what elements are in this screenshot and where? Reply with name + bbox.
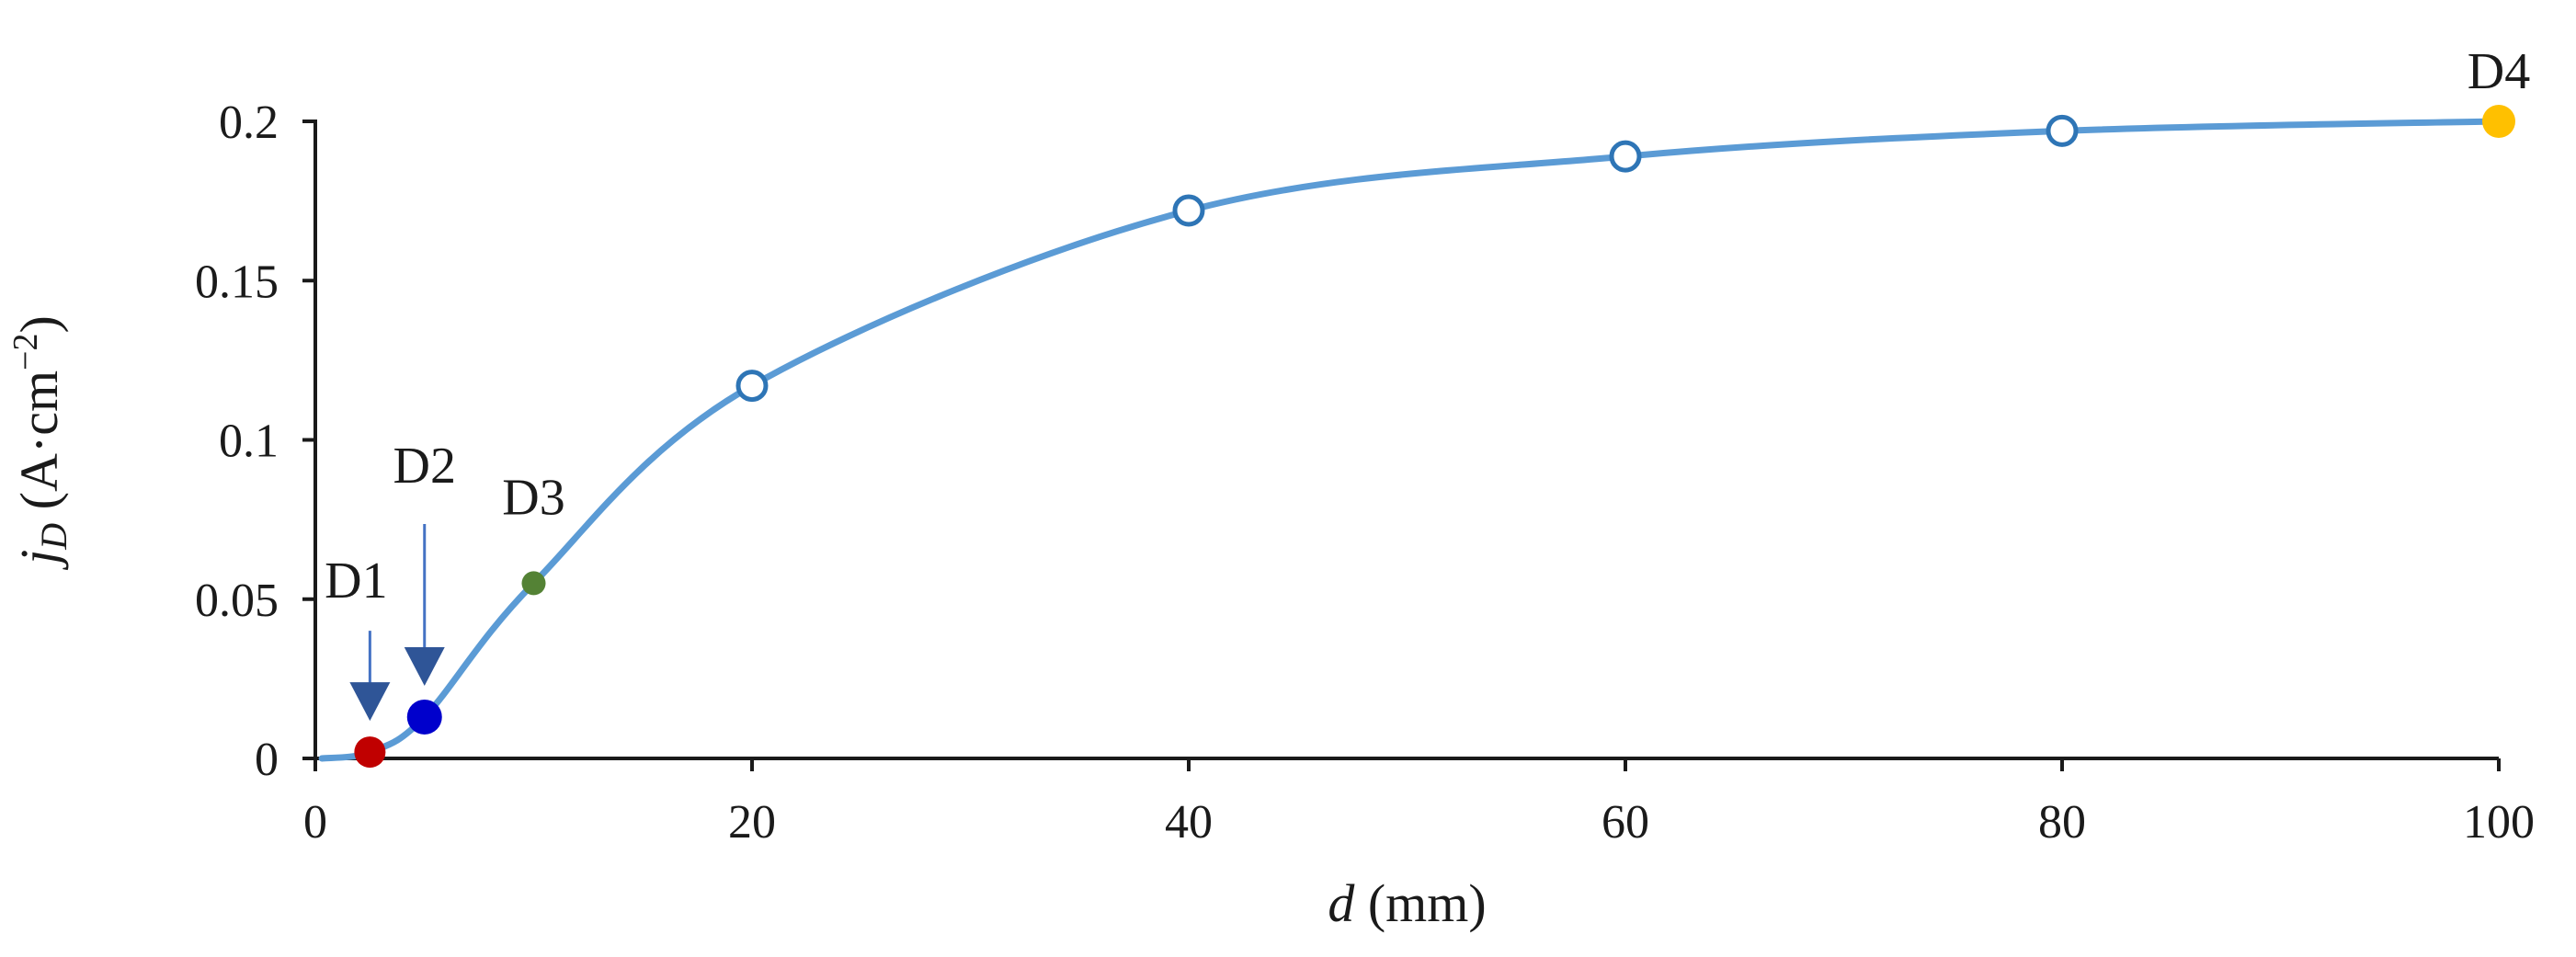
y-axis-title: jD (A·cm−2) [6,315,74,571]
y-tick-label: 0.1 [219,416,279,468]
x-tick-label: 100 [2463,796,2535,849]
markers [354,105,2515,769]
y-tick-label: 0.15 [195,256,279,308]
data-point-d1 [354,736,386,769]
x-tick-label: 40 [1165,796,1213,849]
series-line [318,118,2502,762]
annotations: D1 D2 D3 D4 [325,43,2530,722]
y-axis-title-unit-sup: −2 [6,334,45,370]
y-tick-label: 0 [255,734,279,786]
data-point-d2 [406,699,442,735]
data-point-open [1609,140,1642,173]
y-tick-label: 0.2 [219,97,279,149]
y-tick-label: 0.05 [195,575,279,627]
y-axis-title-sub: D [33,523,74,551]
data-point-open [2046,114,2079,147]
y-ticks: 0 0.05 0.1 0.15 0.2 [195,97,315,786]
x-axis-title-var: d [1328,873,1355,933]
axes [313,120,2499,760]
x-ticks: 0 20 40 60 80 100 [303,758,2535,849]
x-tick-label: 60 [1601,796,1649,849]
x-tick-label: 0 [303,796,327,849]
data-point-d4 [2482,105,2515,138]
series [318,118,2502,762]
x-tick-label: 80 [2038,796,2086,849]
annotation-arrow-head [404,646,445,686]
x-tick-label: 20 [728,796,776,849]
annotation-label-d2: D2 [393,438,456,495]
y-axis-title-unit-suffix: ) [9,315,69,333]
annotation-arrow-head [349,682,391,722]
annotation-label-d1: D1 [325,553,387,610]
y-axis-title-var: j [9,550,69,571]
annotation-label-d4: D4 [2468,43,2530,100]
x-axis-title-unit: (mm) [1354,873,1486,933]
data-point-d3 [521,571,546,596]
y-axis-title-unit-prefix: (A·cm [9,370,69,523]
data-point-open [1172,194,1205,227]
data-point-open [735,370,769,403]
x-axis-title: d (mm) [1328,873,1486,933]
annotation-label-d3: D3 [502,469,564,526]
